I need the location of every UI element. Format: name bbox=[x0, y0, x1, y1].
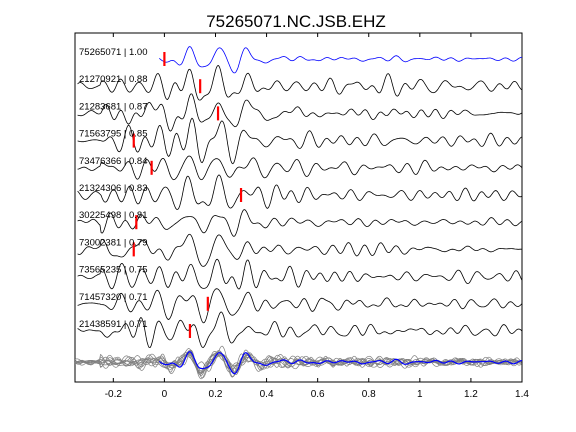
trace-label-3: 71563795 | 0.85 bbox=[79, 129, 148, 140]
x-tick-label-8: 1.4 bbox=[515, 389, 529, 400]
x-tick-label-2: 0.2 bbox=[209, 389, 223, 400]
trace-line-7 bbox=[77, 233, 523, 267]
trace-line-0 bbox=[159, 46, 523, 74]
x-tick-label-3: 0.4 bbox=[260, 389, 274, 400]
plot-area bbox=[74, 32, 523, 383]
stack-reference-trace bbox=[158, 350, 523, 375]
trace-line-8 bbox=[77, 258, 523, 290]
trace-label-1: 21270921 | 0.88 bbox=[79, 74, 148, 85]
trace-label-0: 75265071 | 1.00 bbox=[79, 47, 148, 58]
stack-trace-4 bbox=[74, 352, 522, 375]
stack-trace-10 bbox=[74, 348, 522, 380]
trace-line-5 bbox=[77, 174, 523, 210]
x-tick-label-7: 1.2 bbox=[464, 389, 478, 400]
trace-line-2 bbox=[77, 93, 523, 132]
x-tick-label-1: 0 bbox=[162, 389, 168, 400]
trace-label-2: 21283681 | 0.87 bbox=[79, 101, 148, 112]
stack-layer bbox=[74, 345, 523, 380]
trace-label-9: 71457320 | 0.71 bbox=[79, 292, 148, 303]
trace-line-10 bbox=[77, 311, 523, 349]
x-tick-label-6: 1 bbox=[417, 389, 423, 400]
trace-line-1 bbox=[77, 65, 523, 101]
trace-label-4: 73476366 | 0.84 bbox=[79, 156, 148, 167]
trace-line-6 bbox=[77, 209, 523, 237]
trace-label-5: 21324306 | 0.83 bbox=[79, 183, 148, 194]
trace-label-7: 73002381 | 0.79 bbox=[79, 237, 148, 248]
trace-line-9 bbox=[77, 288, 523, 324]
trace-label-6: 30225498 | 0.81 bbox=[79, 210, 148, 221]
stack-trace-8 bbox=[74, 351, 522, 379]
chart-title: 75265071.NC.JSB.EHZ bbox=[206, 12, 386, 31]
x-tick-label-0: -0.2 bbox=[105, 389, 123, 400]
trace-label-8: 73565235 | 0.75 bbox=[79, 265, 148, 276]
trace-line-3 bbox=[77, 117, 523, 165]
picks-layer bbox=[132, 52, 243, 338]
x-tick-label-4: 0.6 bbox=[311, 389, 325, 400]
x-axis: -0.2 0 0.2 0.4 0.6 0.8 1 1.2 1.4 bbox=[105, 33, 529, 400]
labels-layer: 75265071 | 1.00 21270921 | 0.88 21283681 |… bbox=[79, 47, 148, 330]
x-tick-label-5: 0.8 bbox=[362, 389, 376, 400]
trace-label-10: 21438591 | 0.71 bbox=[79, 319, 148, 330]
